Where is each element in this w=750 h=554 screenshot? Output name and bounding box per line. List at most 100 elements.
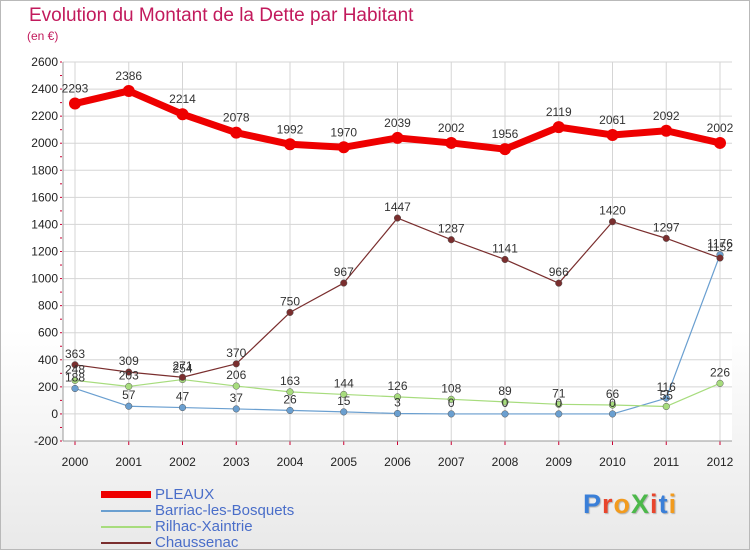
x-tick-label: 2009 [545,455,572,469]
y-tick-label: 0 [51,407,58,421]
x-tick-label: 2001 [115,455,142,469]
data-label: 1420 [599,204,626,218]
y-tick-label: -200 [34,434,58,448]
data-label: 163 [280,374,300,388]
data-point [393,214,402,222]
data-point [286,406,294,414]
data-point [714,136,726,149]
y-tick-label: 1400 [31,217,58,231]
data-point [662,394,670,402]
data-label: 271 [172,359,192,373]
data-point [499,143,511,156]
data-point [393,409,402,418]
data-point [286,308,294,316]
line-chart: -200020040060080010001200140016001800200… [31,55,733,469]
data-label: 1447 [384,200,411,214]
x-tick-label: 2006 [384,455,411,469]
x-tick-label: 2011 [653,455,679,469]
data-label: 370 [226,346,246,360]
data-point [716,254,724,262]
data-label: 1176 [707,237,733,251]
data-point [555,400,563,408]
data-point [178,373,187,381]
legend-label-pleaux: PLEAUX [155,486,215,503]
brand-letter: o [613,489,632,519]
y-tick-label: 1200 [31,245,58,259]
legend-label-barriac: Barriac-les-Bosquets [155,502,295,519]
data-point [552,121,565,134]
legend-swatch-rilhac [101,526,151,528]
data-point [445,136,458,149]
data-label: 37 [230,391,244,405]
data-label: 0 [502,396,509,410]
brand-letter: t [658,489,669,519]
data-point [340,390,348,398]
legend-label-rilhac: Rilhac-Xaintrie [155,518,253,535]
data-point [232,405,240,413]
data-point [555,279,563,287]
data-label: 2386 [115,69,142,83]
data-label: 2214 [169,92,196,106]
data-point [232,360,240,368]
data-point [286,388,294,396]
data-label: 966 [549,265,569,279]
data-point [447,395,455,403]
data-label: 0 [609,396,616,410]
data-point [337,141,350,154]
x-tick-label: 2005 [330,455,357,469]
y-tick-label: 600 [38,326,58,340]
data-label: 126 [387,379,407,393]
data-point [447,236,455,244]
data-label: 1970 [330,125,357,139]
data-label: 254 [172,362,192,376]
data-label: 116 [657,380,676,394]
data-label: 309 [119,354,139,368]
data-point [71,376,79,384]
data-label: 108 [441,381,461,395]
data-point [608,410,617,418]
data-point [608,218,617,226]
data-point [71,384,79,393]
data-point [660,124,673,137]
data-label: 2078 [223,111,250,125]
data-point [716,379,724,387]
x-tick-label: 2003 [223,455,250,469]
y-tick-label: 2400 [31,82,58,96]
data-label: 66 [606,387,620,401]
data-label: 226 [710,365,730,379]
legend-swatch-chaussenac [101,542,151,544]
brand-letter: r [602,489,614,519]
data-label: 1152 [707,240,733,254]
data-label: 0 [448,396,455,410]
data-point [176,108,189,121]
data-label: 57 [122,388,136,402]
data-label: 206 [226,368,246,382]
data-label: 1956 [492,127,519,141]
data-label: 26 [283,392,297,406]
legend-swatch-barriac [101,510,151,512]
y-tick-label: 400 [38,353,58,367]
x-tick-label: 2002 [169,455,196,469]
data-point [606,128,619,141]
data-label: 967 [334,265,354,279]
y-tick-label: 2200 [31,109,58,123]
legend-swatch-pleaux [101,491,151,498]
data-label: 71 [552,386,566,400]
data-point [232,382,240,390]
data-label: 3 [394,396,401,410]
data-point [69,97,81,110]
x-tick-label: 2008 [492,455,519,469]
data-label: 2119 [546,105,572,119]
data-point [125,382,133,391]
data-label: 750 [280,294,300,308]
data-point [447,410,455,418]
brand-letter: i [650,489,659,519]
data-label: 2293 [62,82,89,96]
data-label: 47 [176,390,190,404]
y-tick-label: 200 [38,380,58,394]
x-tick-label: 2000 [62,455,89,469]
data-point [71,361,79,369]
legend-label-chaussenac: Chaussenac [155,534,239,551]
y-tick-label: 1800 [31,163,58,177]
data-point [608,401,617,409]
